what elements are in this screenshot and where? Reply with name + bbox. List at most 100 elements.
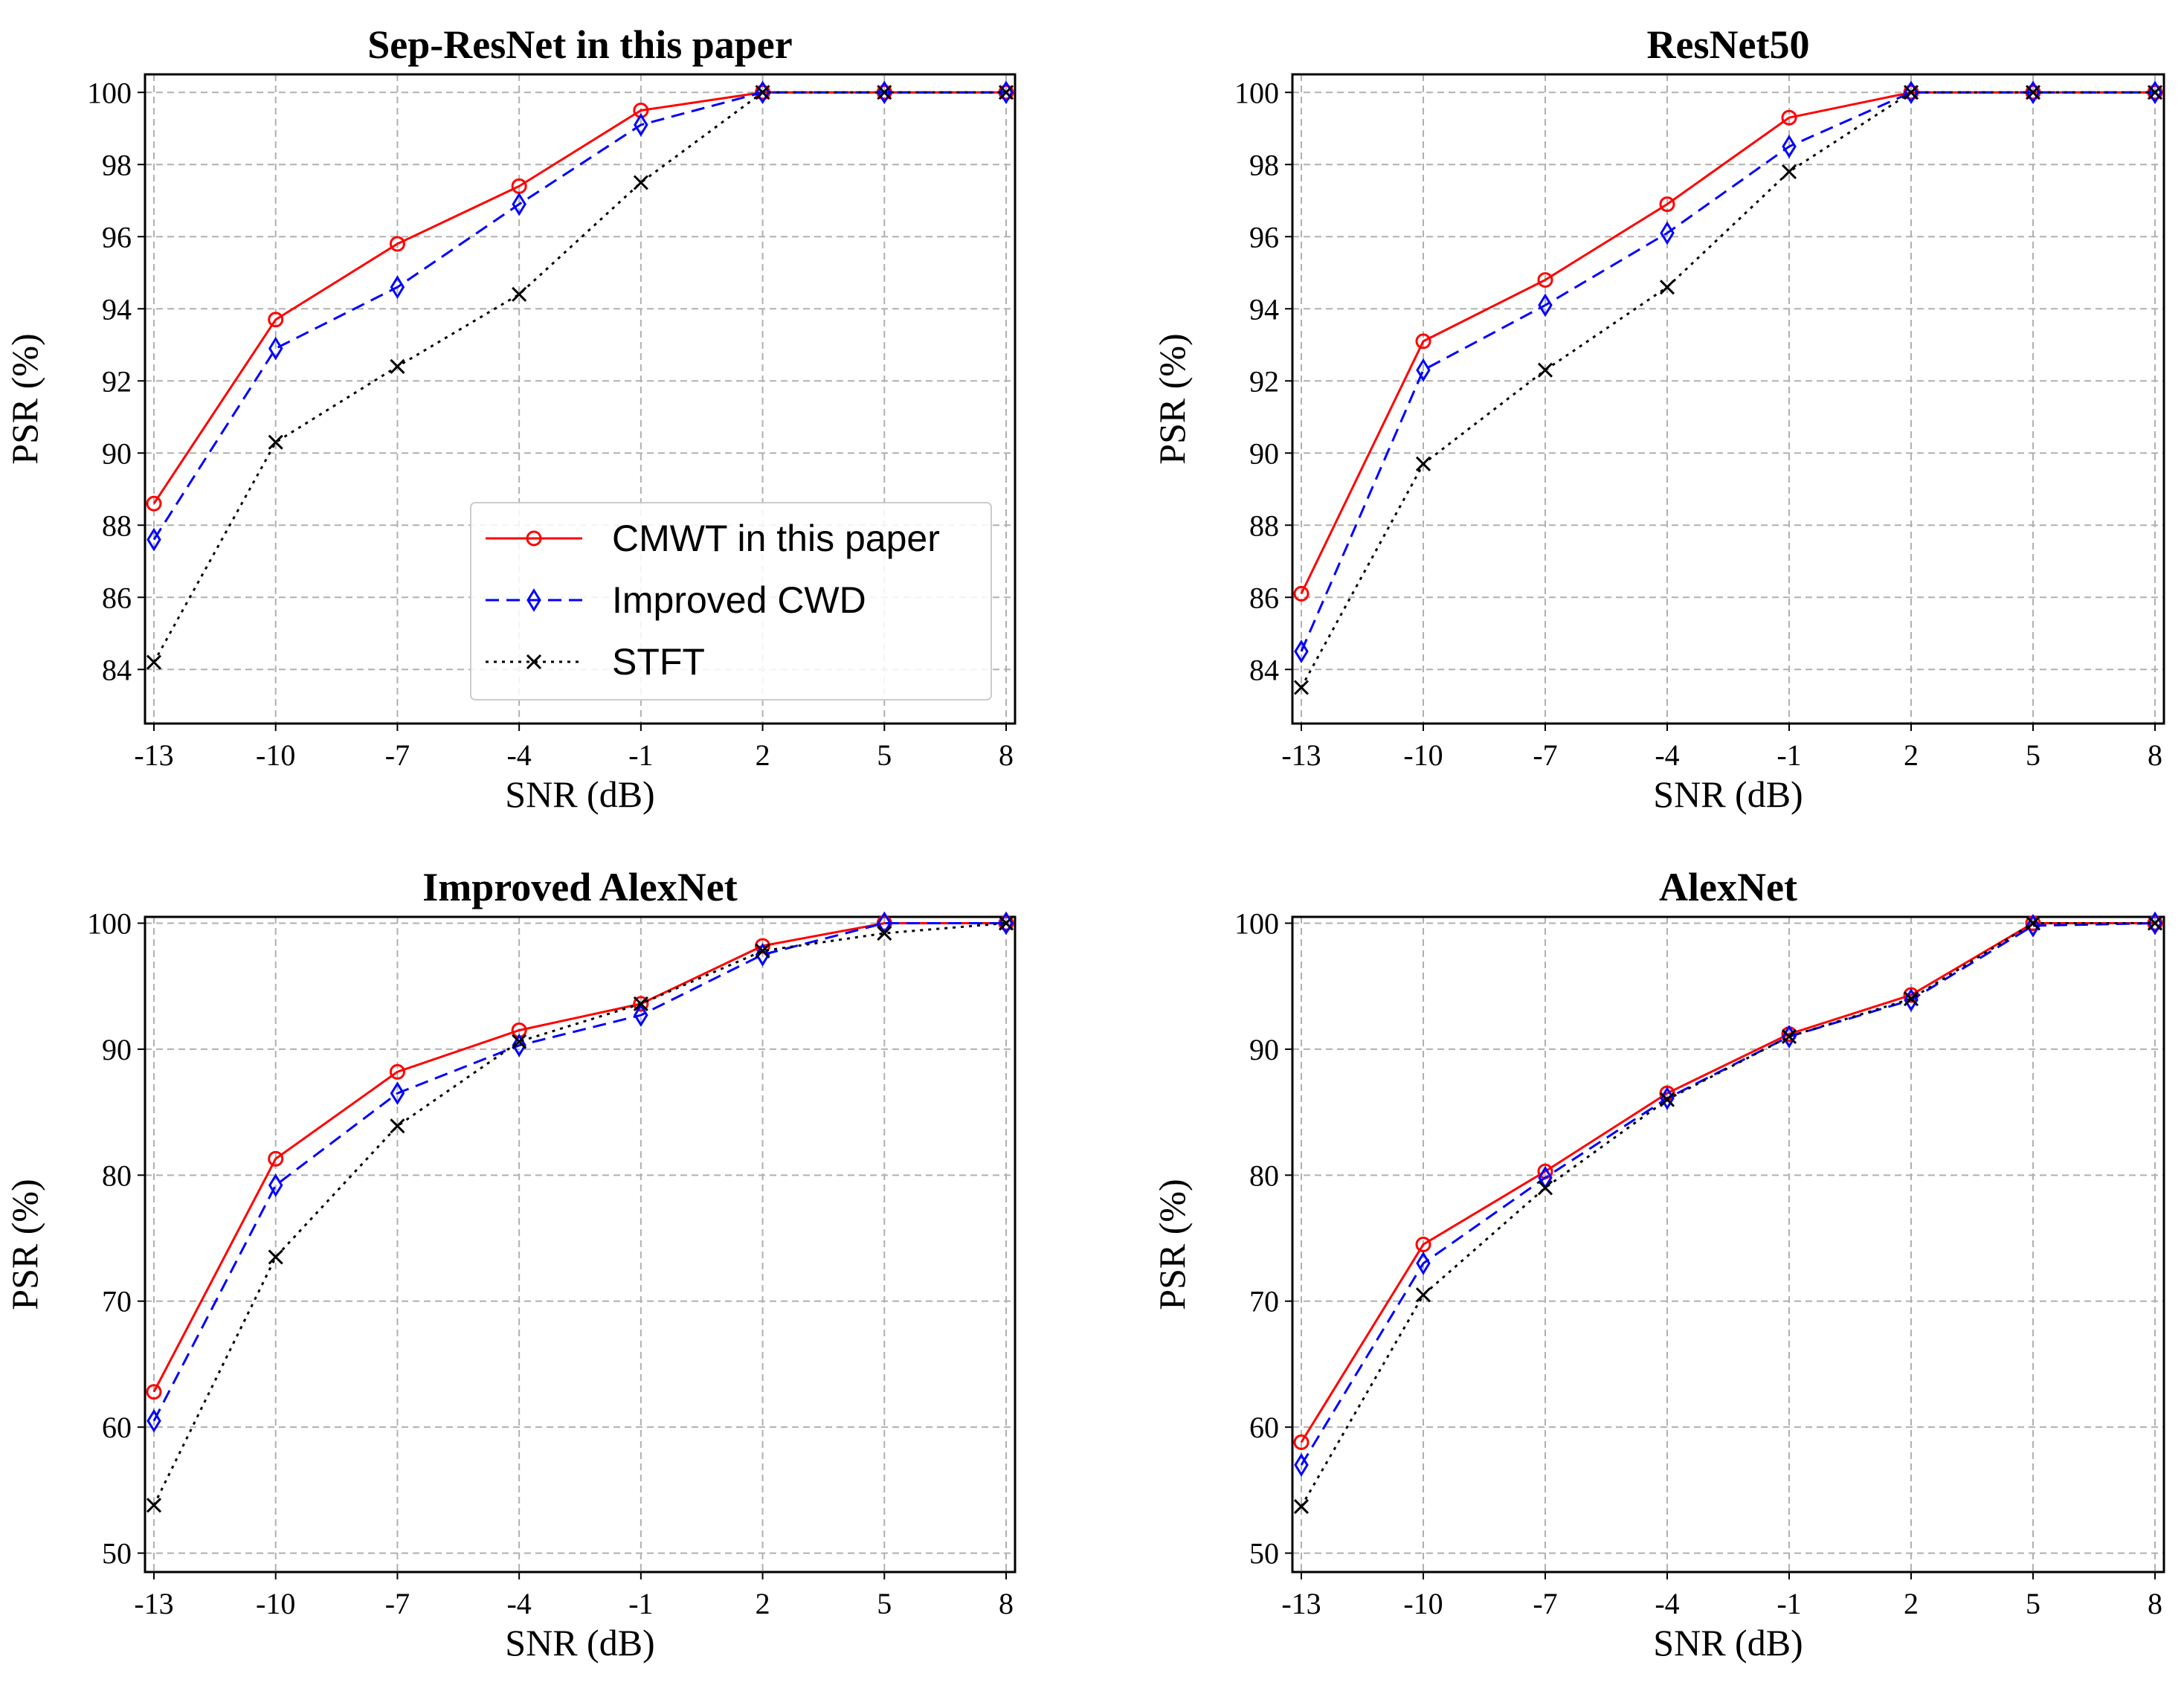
chart-panel-improved-alexnet: -13 -10 -7 -4 -1 2 5 8 50 60 70 80 90 100 Improved Ale… (4, 865, 1017, 1663)
data-point-stft (755, 85, 770, 100)
data-point-stft (512, 286, 527, 302)
x-tick-label: 8 (2148, 738, 2162, 772)
data-point-stft (2025, 85, 2041, 100)
data-point-cmwt-in-this-paper (633, 996, 649, 1012)
x-tick-label: 2 (756, 1587, 770, 1620)
chart-title: AlexNet (1659, 865, 1797, 909)
y-tick-label: 70 (1249, 1285, 1279, 1318)
x-tick-label: 5 (2026, 1587, 2040, 1620)
data-point-cmwt-in-this-paper (1537, 271, 1553, 288)
data-point-improved-cwd (390, 275, 405, 300)
y-tick-label: 98 (102, 148, 132, 181)
data-point-stft (1781, 164, 1797, 180)
legend-label-improved-cwd: Improved CWD (612, 579, 866, 621)
y-tick-label: 60 (102, 1411, 132, 1444)
x-tick-label: 2 (1904, 738, 1919, 772)
y-tick-label: 96 (1249, 220, 1279, 254)
data-point-stft (146, 654, 162, 670)
data-point-stft (1781, 1028, 1797, 1045)
data-point-cmwt-in-this-paper (1293, 585, 1310, 602)
y-tick-label: 50 (1249, 1537, 1279, 1571)
chart-panel-alexnet: -13 -10 -7 -4 -1 2 5 8 50 60 70 80 90 100 AlexNet SNR (… (1151, 865, 2165, 1663)
legend-marker-improved-cwd (526, 588, 541, 612)
y-tick-label: 86 (102, 581, 132, 614)
data-point-cmwt-in-this-paper (1659, 196, 1675, 213)
y-axis-label: PSR (%) (4, 1179, 45, 1310)
data-point-cmwt-in-this-paper (146, 495, 162, 512)
data-point-stft (633, 175, 648, 190)
y-tick-label: 60 (1249, 1411, 1279, 1444)
data-point-stft (2147, 915, 2163, 931)
y-tick-label: 50 (102, 1537, 132, 1571)
data-point-stft (2025, 915, 2041, 931)
x-tick-label: -7 (385, 738, 410, 772)
y-tick-label: 90 (1249, 1033, 1279, 1066)
chart-panel-resnet50: -13 -10 -7 -4 -1 2 5 8 84 86 88 90 92 94 96 98 100 ResNet… (1151, 22, 2165, 815)
series-line-stft (1300, 921, 2155, 1507)
data-point-stft (1415, 1287, 1431, 1303)
x-tick-label: 5 (2026, 738, 2040, 772)
data-point-stft (998, 85, 1014, 100)
data-point-stft (512, 1034, 527, 1049)
y-tick-label: 84 (1249, 653, 1279, 686)
data-point-stft (390, 1118, 405, 1134)
data-point-stft (998, 915, 1014, 931)
data-point-stft (268, 1249, 283, 1265)
series-line-stft (152, 921, 1007, 1506)
x-tick-label: -1 (1776, 1587, 1801, 1620)
x-tick-label: -4 (506, 1587, 531, 1620)
data-point-cmwt-in-this-paper (1415, 333, 1431, 350)
y-tick-label: 94 (1249, 292, 1279, 326)
data-point-stft (1537, 362, 1553, 378)
x-tick-label: -10 (256, 738, 295, 772)
x-tick-label: -1 (628, 738, 653, 772)
x-tick-label: 2 (1904, 1587, 1919, 1620)
data-point-improved-cwd (1660, 221, 1675, 245)
x-tick-label: -10 (256, 1587, 295, 1620)
y-tick-label: 88 (102, 509, 132, 542)
y-axis-label: PSR (%) (1151, 1179, 1193, 1310)
data-point-improved-cwd (512, 1033, 526, 1057)
y-tick-label: 94 (102, 292, 132, 326)
x-tick-label: 2 (756, 738, 770, 772)
data-point-stft (2147, 85, 2163, 100)
y-tick-label: 90 (1249, 437, 1279, 470)
series-line-improved-cwd (1300, 921, 2156, 1466)
y-tick-label: 100 (1234, 76, 1279, 109)
data-point-stft (1659, 1092, 1675, 1107)
data-point-stft (1903, 991, 1919, 1007)
data-point-cmwt-in-this-paper (389, 236, 405, 252)
data-point-stft (268, 434, 283, 450)
y-tick-label: 100 (1234, 906, 1279, 940)
y-tick-label: 86 (1249, 581, 1279, 614)
chart-title: Improved AlexNet (422, 865, 737, 909)
x-tick-label: -13 (1281, 738, 1321, 772)
data-point-improved-cwd (1782, 135, 1797, 158)
data-point-improved-cwd (146, 1408, 161, 1433)
data-point-improved-cwd (2026, 913, 2040, 938)
series-line-improved-cwd (152, 921, 1006, 1422)
x-tick-label: 5 (877, 738, 892, 772)
x-tick-label: 8 (999, 738, 1014, 772)
data-point-cmwt-in-this-paper (1415, 1237, 1431, 1252)
data-point-stft (877, 85, 892, 100)
x-tick-label: -7 (385, 1587, 410, 1620)
y-tick-label: 88 (1249, 509, 1279, 542)
x-tick-label: -4 (1655, 1587, 1679, 1620)
x-tick-label: -7 (1533, 1587, 1557, 1620)
data-point-improved-cwd (1294, 1453, 1309, 1477)
data-point-stft (390, 358, 405, 374)
x-axis-label: SNR (dB) (1653, 1622, 1803, 1663)
x-tick-label: -13 (134, 738, 173, 772)
data-point-stft (146, 1498, 162, 1513)
series-line-improved-cwd (1300, 91, 2155, 652)
data-point-cmwt-in-this-paper (1293, 1434, 1310, 1450)
legend-marker-stft (526, 654, 542, 670)
data-point-cmwt-in-this-paper (268, 312, 284, 328)
y-tick-label: 90 (102, 437, 132, 470)
x-tick-label: 5 (877, 1587, 892, 1620)
data-point-cmwt-in-this-paper (146, 1384, 162, 1400)
legend-label-cmwt-in-this-paper: CMWT in this paper (612, 518, 940, 559)
data-point-improved-cwd (634, 113, 648, 137)
